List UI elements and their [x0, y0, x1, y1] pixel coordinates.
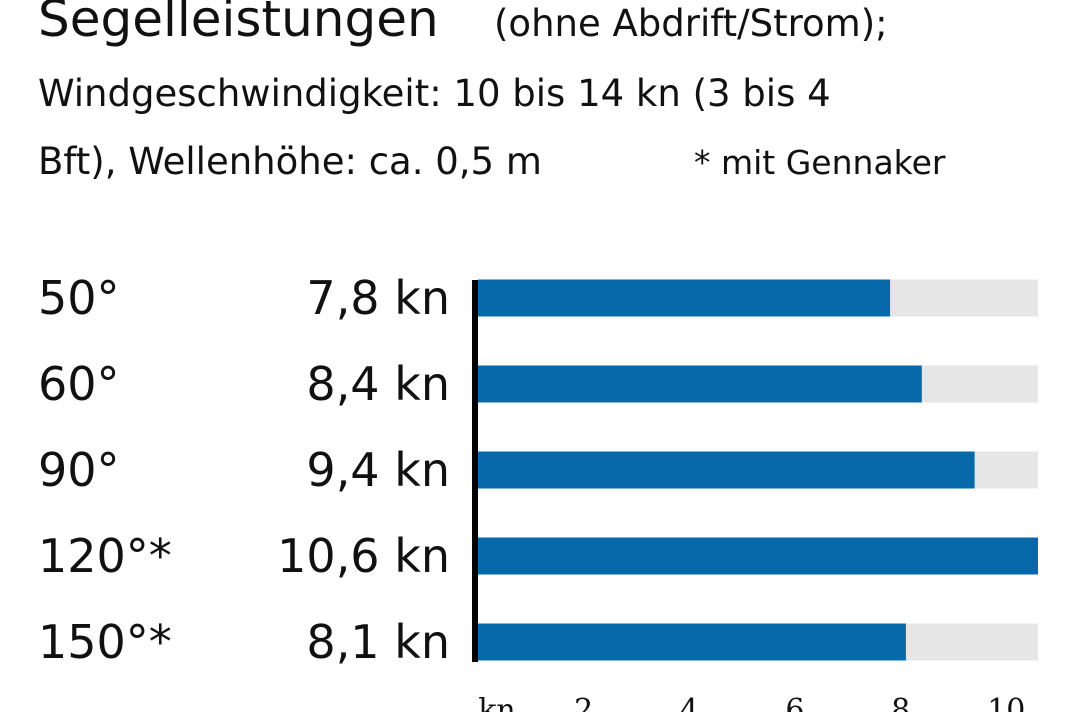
conditions-line: Windgeschwindigkeit: 10 bis 14 kn (3 bis… [38, 72, 831, 115]
bar [478, 623, 906, 661]
x-tick-label: 10 [987, 693, 1025, 712]
chart-subtitle: (ohne Abdrift/Strom); [494, 2, 888, 45]
conditions-line: Bft), Wellenhöhe: ca. 0,5 m [38, 140, 542, 183]
chart-title: Segelleistungen [38, 0, 439, 48]
value-label: 8,1 kn [306, 615, 450, 669]
bar [478, 279, 891, 317]
category-label: 150°* [38, 615, 172, 669]
bar [478, 451, 975, 489]
bar [478, 365, 922, 403]
x-tick-label: 2 [574, 693, 593, 712]
bar [478, 537, 1038, 575]
value-label: 7,8 kn [306, 271, 450, 325]
x-axis-label: kn [478, 693, 516, 712]
x-tick-label: 8 [891, 693, 910, 712]
note: * mit Gennaker [694, 143, 946, 182]
category-label: 120°* [38, 529, 172, 583]
category-label: 60° [38, 357, 120, 411]
value-label: 10,6 kn [277, 529, 450, 583]
category-label: 90° [38, 443, 120, 497]
value-label: 9,4 kn [306, 443, 450, 497]
x-tick-label: 4 [680, 693, 699, 712]
category-label: 50° [38, 271, 120, 325]
value-label: 8,4 kn [306, 357, 450, 411]
x-tick-label: 6 [785, 693, 804, 712]
